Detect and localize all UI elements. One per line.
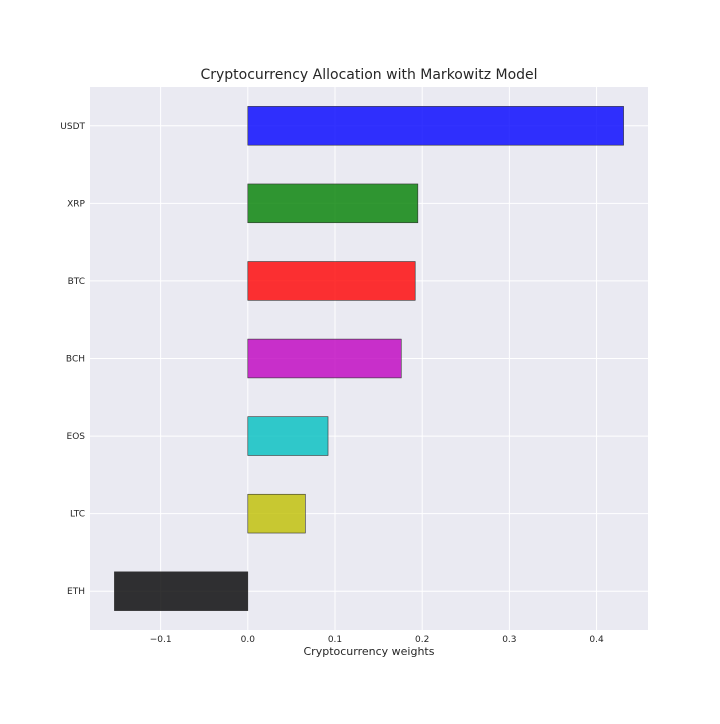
x-tick-label: −0.1 <box>150 635 172 645</box>
chart-title: Cryptocurrency Allocation with Markowitz… <box>200 67 537 83</box>
x-tick-label: 0.2 <box>415 635 429 645</box>
y-tick-labels: USDT XRP BTC BCH EOS LTC ETH <box>60 122 85 597</box>
y-tick-label: BTC <box>68 277 85 287</box>
x-tick-label: 0.1 <box>328 635 342 645</box>
y-tick-label: LTC <box>70 510 85 520</box>
x-tick-label: 0.3 <box>502 635 516 645</box>
y-tick-label: ETH <box>67 587 85 597</box>
y-tick-label: USDT <box>60 122 85 132</box>
bar-eth <box>114 571 249 611</box>
x-axis-label: Cryptocurrency weights <box>304 645 435 658</box>
bar-eos <box>247 416 329 456</box>
bar-ltc <box>247 493 306 534</box>
y-tick-label: XRP <box>67 199 85 209</box>
bar-xrp <box>247 183 419 224</box>
x-tick-label: 0.0 <box>241 635 256 645</box>
bar-bch <box>247 338 402 379</box>
bars <box>114 106 624 611</box>
bar-usdt <box>247 106 624 146</box>
x-tick-label: 0.4 <box>589 635 604 645</box>
y-tick-label: BCH <box>66 355 85 365</box>
bar-btc <box>247 261 416 301</box>
y-tick-label: EOS <box>67 432 86 442</box>
x-tick-labels: −0.1 0.0 0.1 0.2 0.3 0.4 <box>150 635 604 645</box>
